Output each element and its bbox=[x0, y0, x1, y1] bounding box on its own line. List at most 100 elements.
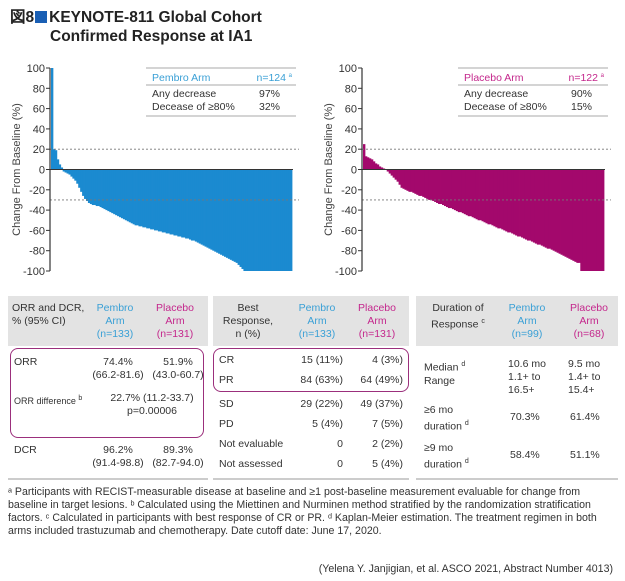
pembro-value: 29 (22%) bbox=[300, 398, 343, 410]
best-response-table: Best Response, n (%) Pembro Arm (n=133) Plac… bbox=[213, 296, 409, 482]
waterfall-bar bbox=[272, 169, 275, 271]
waterfall-bar bbox=[576, 169, 579, 263]
waterfall-bar bbox=[499, 169, 502, 229]
waterfall-bar bbox=[440, 169, 443, 205]
waterfall-bar bbox=[179, 169, 182, 237]
pembro-value: 84 (63%) bbox=[300, 374, 343, 386]
waterfall-bar bbox=[398, 169, 401, 185]
value: (91.4-98.8) bbox=[92, 457, 144, 469]
waterfall-bar bbox=[469, 169, 473, 217]
waterfall-bar bbox=[422, 169, 425, 197]
waterfall-bar bbox=[489, 169, 492, 225]
waterfall-bar bbox=[534, 169, 538, 244]
y-tick-label: 60 bbox=[345, 104, 357, 116]
waterfall-bar bbox=[564, 169, 567, 257]
waterfall-bar bbox=[169, 169, 172, 235]
waterfall-bar bbox=[590, 169, 593, 271]
waterfall-bar bbox=[173, 169, 176, 236]
placebo-n: (n=131) bbox=[156, 328, 194, 340]
row-label: Range bbox=[424, 374, 455, 387]
y-tick-label: 0 bbox=[351, 165, 357, 177]
waterfall-bar bbox=[146, 169, 149, 229]
placebo-value: 64 (49%) bbox=[360, 374, 403, 386]
duration-of-response-table: Duration of Response c Pembro Arm (n=99) Pl… bbox=[416, 296, 618, 482]
waterfall-bar bbox=[366, 157, 370, 170]
waterfall-bar bbox=[52, 149, 56, 170]
waterfall-bar bbox=[105, 169, 108, 211]
waterfall-bar bbox=[538, 169, 542, 245]
header-label: Best bbox=[237, 302, 259, 314]
waterfall-bar bbox=[128, 169, 132, 223]
waterfall-bar bbox=[497, 169, 500, 229]
waterfall-bar bbox=[376, 164, 380, 170]
legend-row-value: 32% bbox=[259, 101, 280, 113]
waterfall-bar bbox=[378, 166, 382, 170]
waterfall-bar bbox=[198, 169, 202, 244]
placebo-header: Placebo bbox=[358, 302, 396, 314]
waterfall-bar bbox=[155, 169, 159, 231]
waterfall-bar bbox=[144, 169, 147, 228]
waterfall-bar bbox=[200, 169, 203, 245]
waterfall-bar bbox=[388, 169, 392, 174]
waterfall-bar bbox=[420, 169, 423, 196]
waterfall-bar bbox=[257, 169, 260, 271]
header-label: Response bbox=[431, 318, 479, 331]
waterfall-bar bbox=[430, 169, 433, 200]
waterfall-bar bbox=[235, 169, 238, 263]
waterfall-bar bbox=[206, 169, 209, 248]
waterfall-bar bbox=[82, 169, 85, 196]
waterfall-bar bbox=[132, 169, 135, 225]
waterfall-bar bbox=[487, 169, 490, 225]
waterfall-bar bbox=[416, 169, 419, 195]
y-tick-label: 100 bbox=[339, 63, 357, 75]
waterfall-bar bbox=[402, 169, 405, 189]
row-label: PR bbox=[219, 374, 234, 386]
y-tick-label: -80 bbox=[29, 246, 45, 258]
waterfall-bar bbox=[99, 169, 102, 208]
waterfall-bar bbox=[80, 169, 83, 192]
value: 15.4+ bbox=[568, 384, 595, 396]
waterfall-bar bbox=[513, 169, 516, 235]
pembro-header: Arm bbox=[517, 315, 537, 327]
waterfall-bar bbox=[596, 169, 599, 271]
waterfall-bar bbox=[51, 68, 54, 170]
waterfall-bar bbox=[194, 169, 198, 242]
placebo-value: 49 (37%) bbox=[360, 398, 403, 410]
legend-n-footnote-marker: a bbox=[289, 73, 293, 79]
row-label: ORR bbox=[14, 356, 38, 368]
waterfall-bar bbox=[558, 169, 561, 254]
y-tick-label: 60 bbox=[33, 104, 45, 116]
waterfall-bar bbox=[220, 169, 223, 255]
title-line-2: Confirmed Response at IA1 bbox=[50, 28, 253, 45]
orr-dcr-table: ORR and DCR, % (95% CI) Pembro Arm (n=133)… bbox=[8, 296, 208, 482]
waterfall-bar bbox=[101, 169, 104, 209]
waterfall-bar bbox=[509, 169, 512, 233]
waterfall-bar bbox=[280, 169, 283, 271]
waterfall-bar bbox=[72, 169, 75, 179]
waterfall-bar bbox=[231, 169, 235, 261]
waterfall-bar bbox=[124, 169, 128, 221]
waterfall-bar bbox=[542, 169, 546, 247]
waterfall-bar bbox=[56, 159, 60, 170]
waterfall-bar bbox=[260, 169, 264, 271]
waterfall-bar bbox=[60, 167, 64, 170]
waterfall-bar bbox=[70, 169, 73, 177]
waterfall-bar bbox=[453, 169, 457, 211]
placebo-n: (n=131) bbox=[358, 328, 396, 340]
row-label: Not assessed bbox=[219, 458, 283, 470]
waterfall-bar bbox=[62, 169, 66, 172]
legend-n: n=122 bbox=[569, 72, 599, 84]
row-label: CR bbox=[219, 354, 235, 366]
value: (82.7-94.0) bbox=[152, 457, 204, 469]
waterfall-bar bbox=[103, 169, 106, 210]
waterfall-bar bbox=[76, 169, 79, 184]
waterfall-bar bbox=[523, 169, 526, 239]
row-label: Not evaluable bbox=[219, 438, 284, 450]
legend-row-value: 15% bbox=[571, 101, 592, 113]
waterfall-bar bbox=[222, 169, 225, 256]
waterfall-bar bbox=[120, 169, 124, 219]
waterfall-bar bbox=[223, 169, 227, 257]
waterfall-bar bbox=[183, 169, 186, 238]
table-header: Best Response, n (%) Pembro Arm (n=133) Plac… bbox=[213, 296, 409, 346]
waterfall-bar bbox=[91, 169, 95, 206]
